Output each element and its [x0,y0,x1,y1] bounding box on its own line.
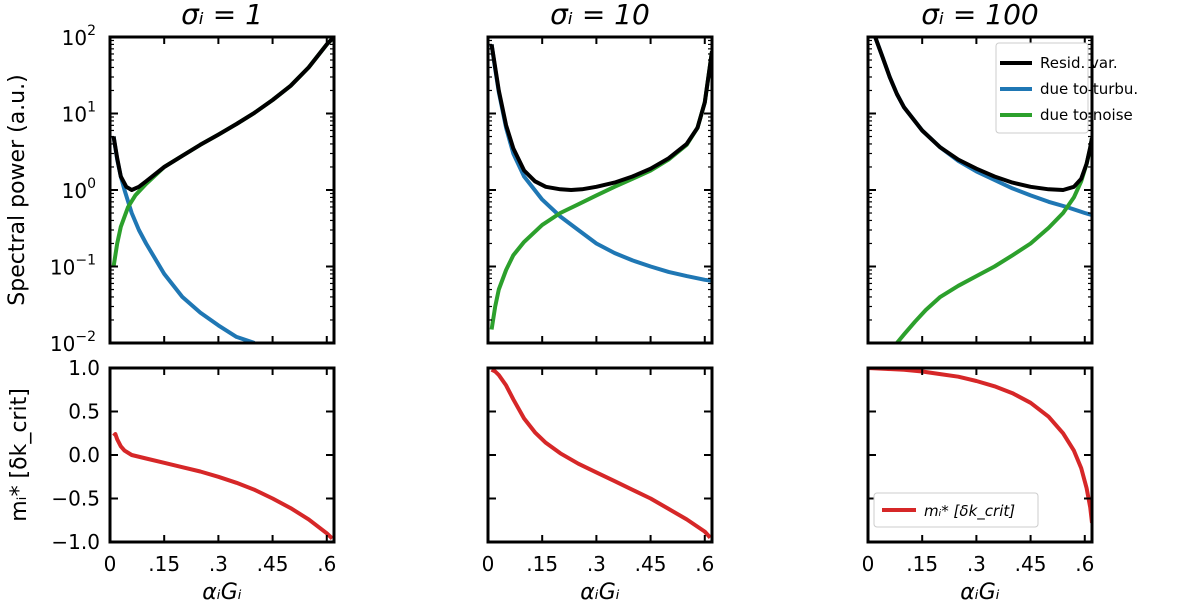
legend-item-noise-label: due to noise [1040,106,1133,124]
series-line-turbu [489,44,712,283]
y-tick-label-base: 10 [62,103,87,127]
legend-item-resid-var-label: Resid. var. [1040,54,1118,72]
x-tick-label: 0 [862,552,875,576]
series-line-turbu [111,136,256,343]
y-tick-label-base: 10 [62,179,87,203]
legend-box [995,42,1089,134]
x-tick-label: .3 [209,552,228,576]
legend-bottom: mᵢ* [δk_crit] [873,492,1039,528]
y-tick-label: 10−2 [50,329,96,356]
x-tick-label: .15 [526,552,558,576]
x-tick-label: .15 [148,552,180,576]
y-tick-label: 10−1 [50,253,96,280]
series-line-resid-var [873,37,1092,192]
x-tick-label: 0 [104,552,117,576]
x-tick-label: .3 [587,552,606,576]
y-tick-label: 1.0 [68,356,100,380]
y-axis-label-bottom: mᵢ* [δk_crit] [7,388,32,522]
legend-item-m-label: mᵢ* [δk_crit] [924,502,1015,521]
series-line-m [112,432,334,540]
series-line-resid-var [489,44,712,192]
legend-box [873,492,1039,528]
series-line-m [868,368,1092,524]
bottom-plot-area [868,368,1092,524]
y-tick-label: 102 [62,23,96,50]
x-axis-label: αᵢGᵢ [202,580,241,604]
top-plot-area [111,37,334,343]
y-tick-label-base: 10 [62,26,87,50]
axes-frame-top [486,35,714,345]
panel-title: σᵢ = 1 [181,0,263,31]
y-tick-label: −0.5 [51,487,100,511]
x-tick-label: .6 [695,552,714,576]
series-line-noise [489,51,712,330]
x-axis-label: αᵢGᵢ [580,580,619,604]
top-plot-area [489,44,712,330]
y-tick-label: −1.0 [51,530,100,554]
x-tick-label: .6 [317,552,336,576]
panel-title: σᵢ = 10 [550,0,650,31]
y-tick-label: 101 [62,100,96,127]
series-line-m [490,368,712,539]
y-axis-label-top: Spectral power (a.u.) [5,74,30,305]
y-tick-label-base: 10 [50,332,75,356]
x-tick-label: .45 [1015,552,1047,576]
series-line-noise [111,37,334,267]
x-tick-label: .45 [257,552,289,576]
y-tick-label-exponent: 0 [87,176,96,192]
y-tick-label: 0.0 [68,443,100,467]
x-tick-label: .6 [1075,552,1094,576]
bottom-plot-area [112,432,334,540]
y-tick-label-exponent: 2 [87,23,96,39]
y-tick-label: 100 [62,176,96,203]
legend-item-turbu-label: due to turbu. [1040,80,1138,98]
x-axis-label: αᵢGᵢ [960,580,999,604]
y-tick-label: 0.5 [68,400,100,424]
axes-frame-top [108,35,336,345]
series-line-noise [895,137,1092,343]
top-plot-area [873,37,1092,343]
x-tick-label: .45 [635,552,667,576]
series-line-resid-var [111,37,334,192]
legend-top: Resid. var. due to turbu. due to noise [995,42,1138,134]
bottom-plot-area [490,368,712,539]
x-tick-label: 0 [482,552,495,576]
y-tick-label-exponent: −1 [75,253,96,269]
y-tick-label-base: 10 [50,256,75,280]
x-tick-label: .3 [967,552,986,576]
panel-title: σᵢ = 100 [921,0,1038,31]
y-tick-label-exponent: −2 [75,329,96,345]
x-tick-label: .15 [906,552,938,576]
y-tick-label-exponent: 1 [87,100,96,116]
